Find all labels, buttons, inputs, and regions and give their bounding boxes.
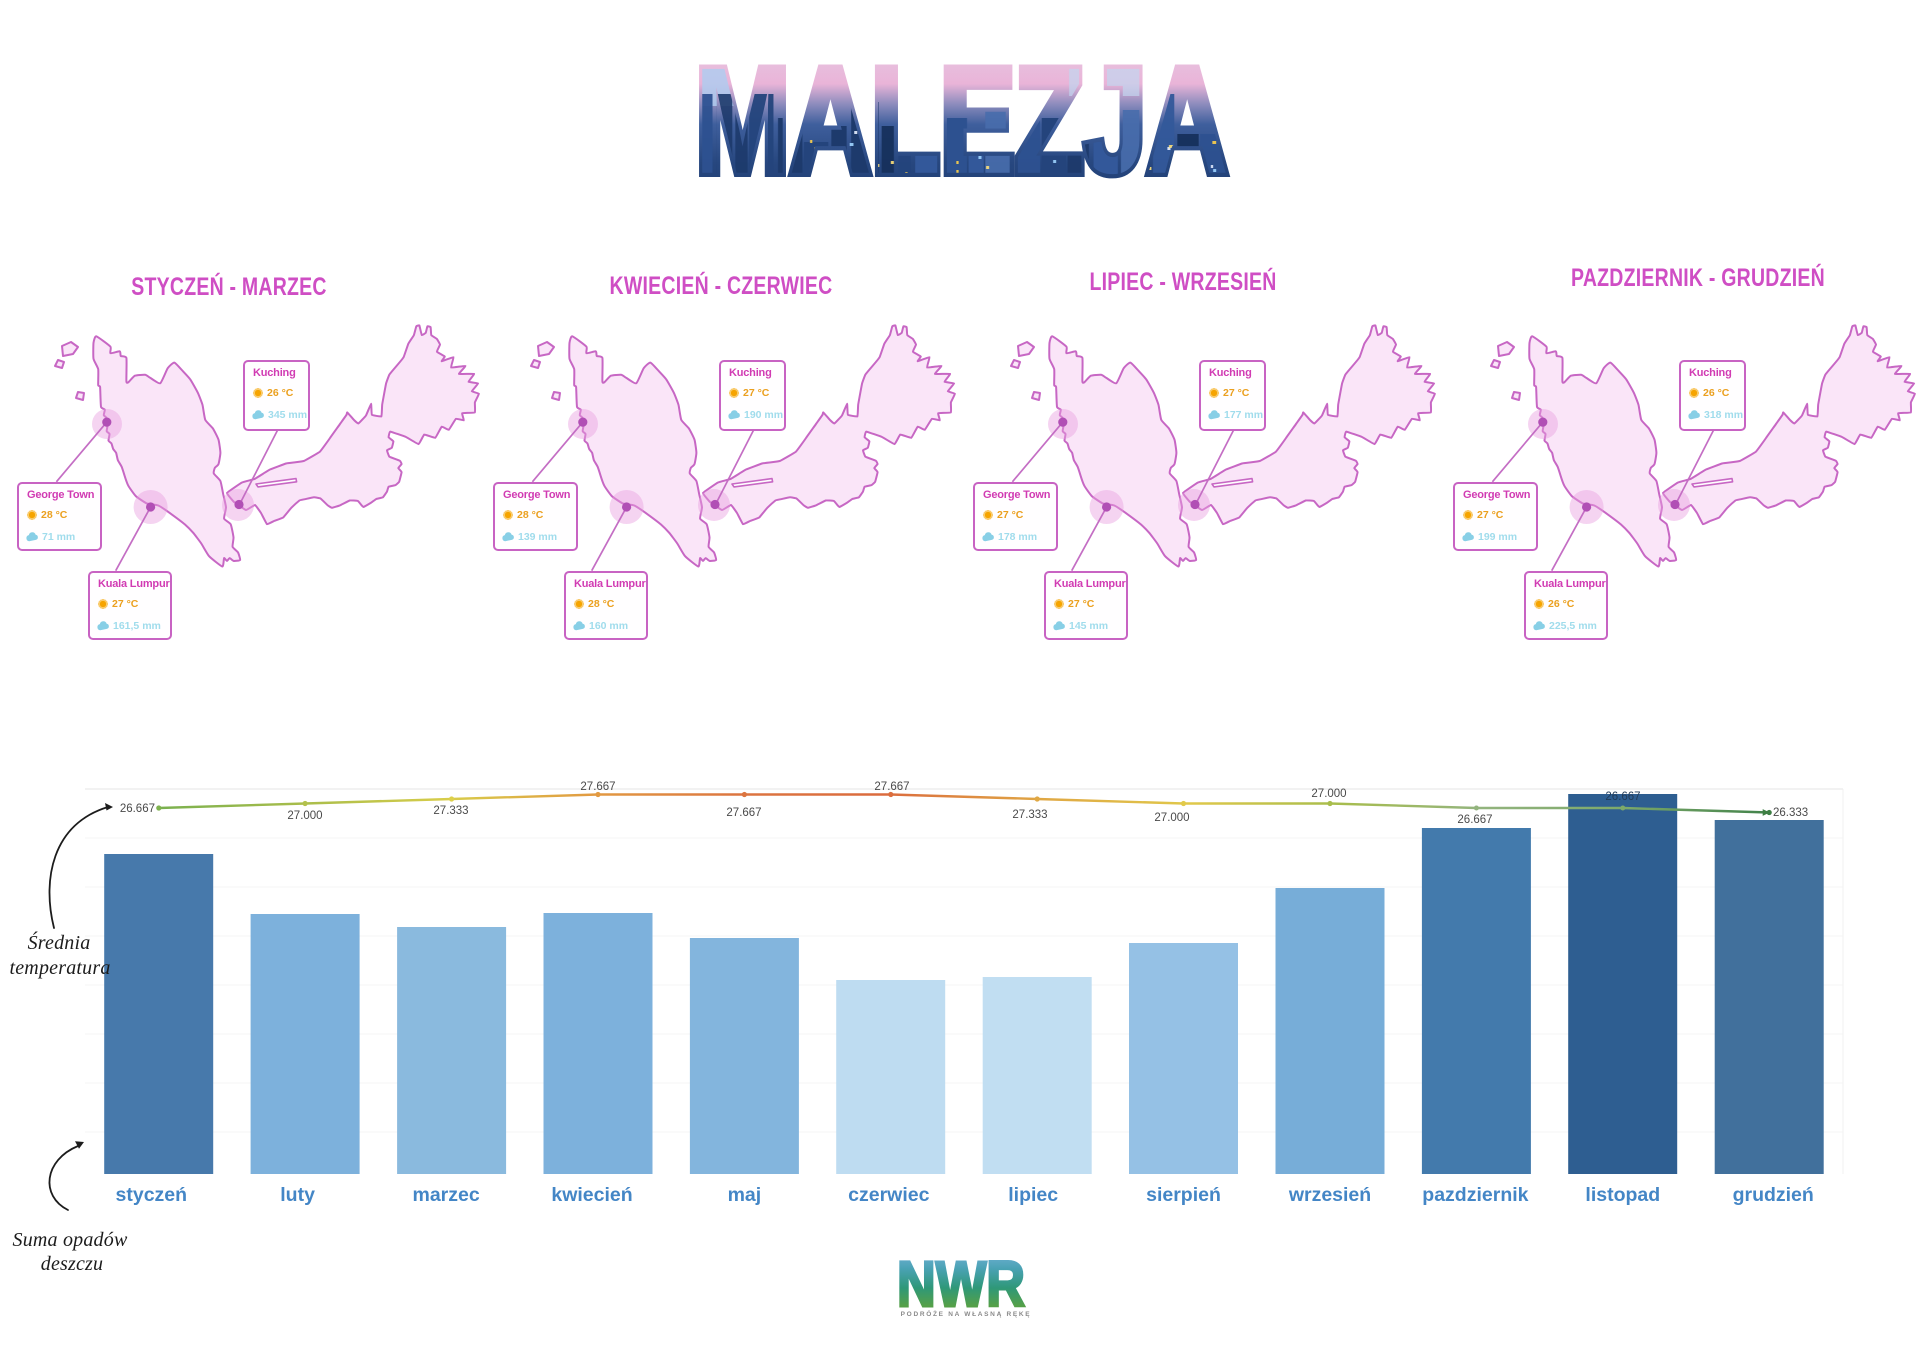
svg-text:27.000: 27.000 xyxy=(287,810,322,822)
svg-text:maj: maj xyxy=(728,1184,762,1206)
svg-text:NWR: NWR xyxy=(897,1249,1025,1321)
svg-text:27.667: 27.667 xyxy=(580,781,615,793)
svg-text:sierpień: sierpień xyxy=(1146,1184,1221,1206)
svg-text:listopad: listopad xyxy=(1585,1184,1660,1206)
svg-text:grudzień: grudzień xyxy=(1733,1184,1814,1206)
svg-text:styczeń: styczeń xyxy=(116,1184,188,1206)
svg-text:wrzesień: wrzesień xyxy=(1288,1184,1371,1206)
svg-text:26.333: 26.333 xyxy=(1773,807,1808,819)
svg-text:26.667: 26.667 xyxy=(120,803,155,815)
svg-text:27.000: 27.000 xyxy=(1154,812,1189,824)
svg-text:czerwiec: czerwiec xyxy=(848,1184,929,1206)
svg-text:27.333: 27.333 xyxy=(1012,809,1047,821)
svg-text:27.667: 27.667 xyxy=(874,781,909,793)
svg-text:26.667: 26.667 xyxy=(1605,791,1640,803)
svg-text:lipiec: lipiec xyxy=(1008,1184,1058,1206)
svg-text:marzec: marzec xyxy=(412,1184,479,1206)
svg-text:27.333: 27.333 xyxy=(433,805,468,817)
svg-text:pazdziernik: pazdziernik xyxy=(1422,1184,1528,1206)
svg-text:luty: luty xyxy=(280,1184,315,1206)
svg-text:26.667: 26.667 xyxy=(1457,814,1492,826)
svg-text:27.667: 27.667 xyxy=(726,807,761,819)
svg-text:kwiecień: kwiecień xyxy=(551,1184,632,1206)
svg-text:27.000: 27.000 xyxy=(1311,788,1346,800)
